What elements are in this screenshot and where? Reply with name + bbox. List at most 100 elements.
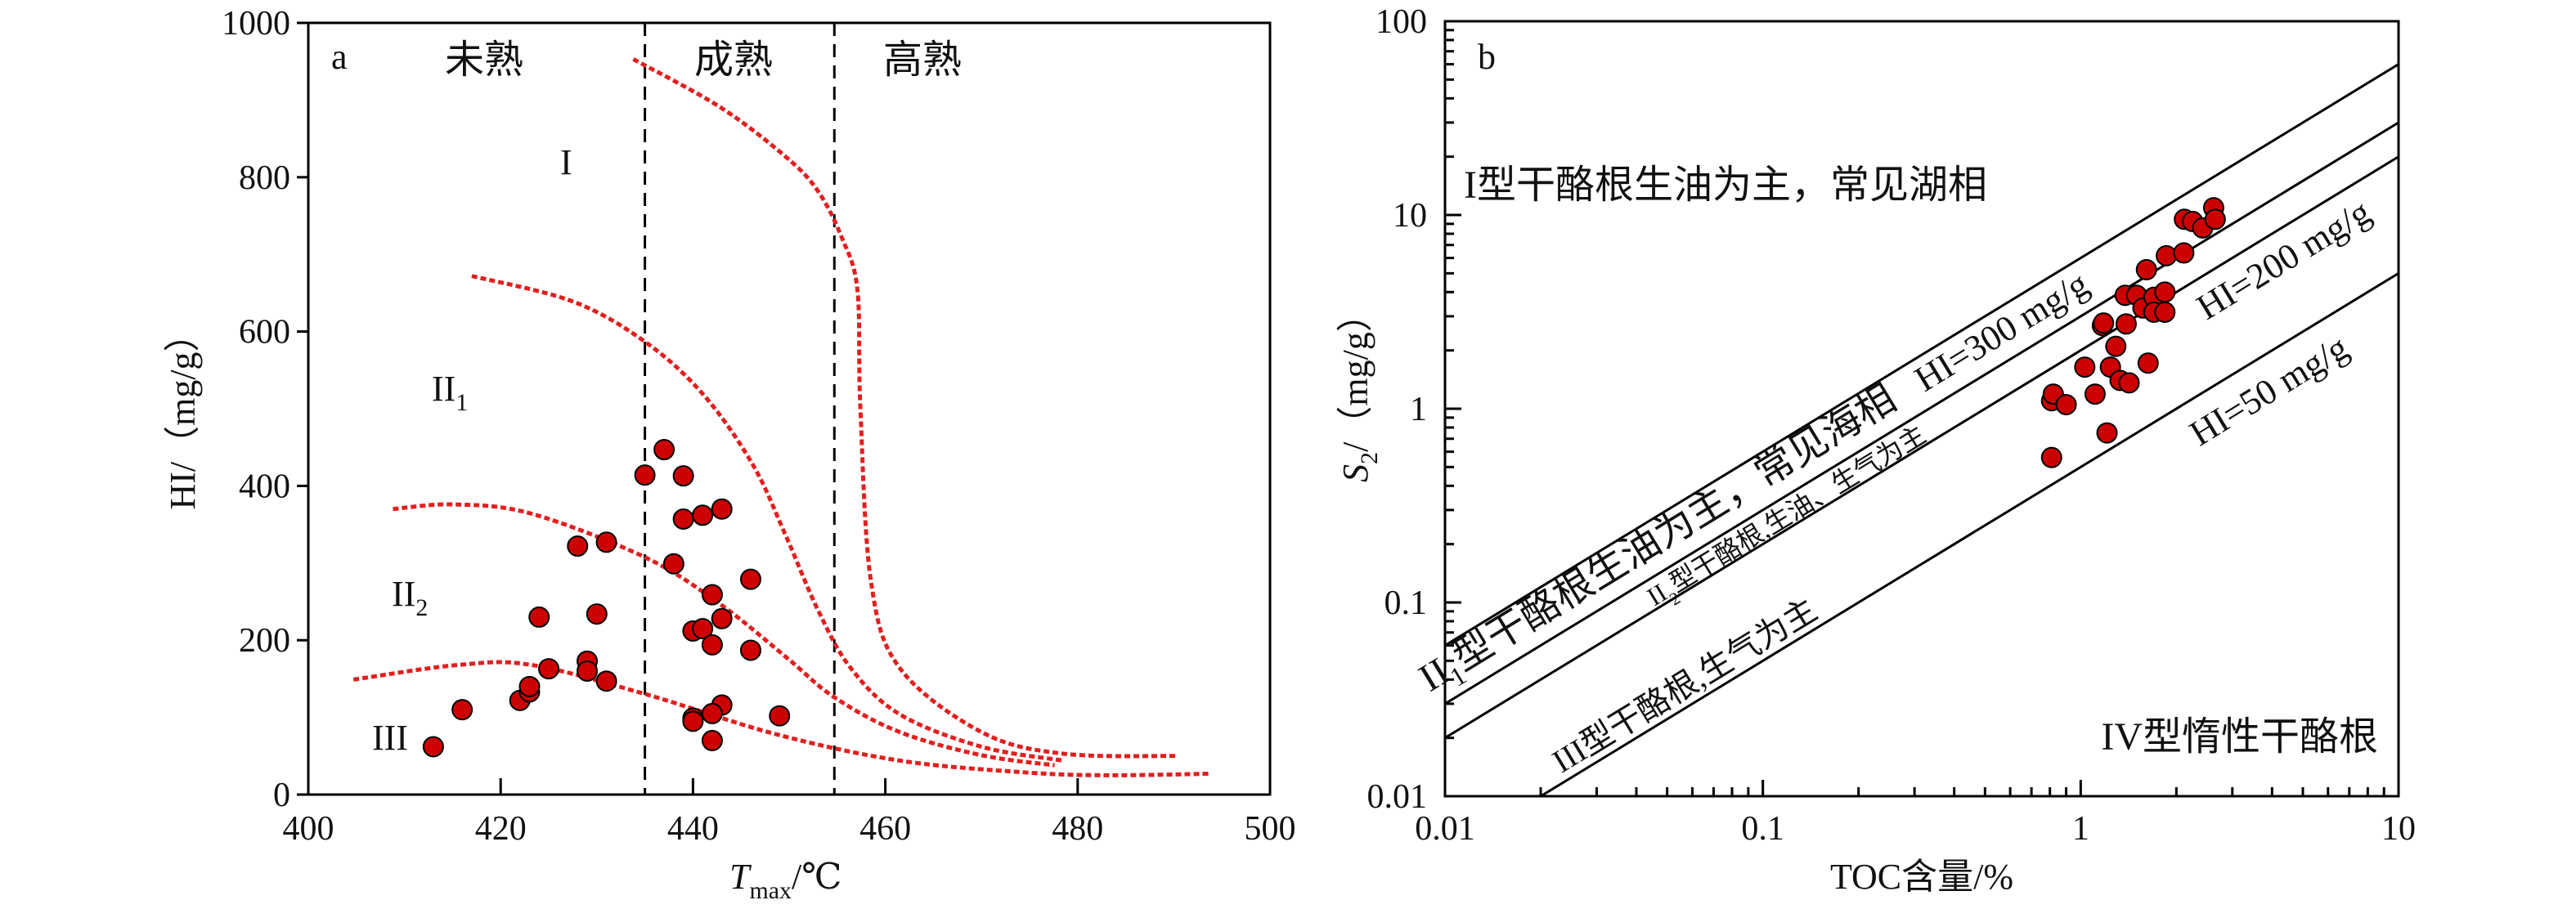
x-axis-label-b: TOC含量/% <box>1830 857 2013 897</box>
data-point-a <box>711 607 733 629</box>
data-point-a <box>769 705 791 727</box>
data-point-a <box>595 531 617 553</box>
kerogen-type-label: II1 <box>432 369 468 416</box>
data-point-b <box>2084 383 2106 405</box>
y-tick-label-b: 1 <box>1410 391 1427 428</box>
data-point-b <box>2074 356 2096 378</box>
data-point-b <box>2173 242 2195 264</box>
data-point-b <box>2135 258 2157 280</box>
hi-line-200 <box>1445 155 2399 739</box>
data-point-b <box>2040 446 2062 468</box>
data-point-b <box>2137 352 2159 374</box>
kerogen-curve-I <box>632 57 1178 759</box>
data-point-a <box>672 465 694 487</box>
hi-line-600 <box>1445 63 2399 647</box>
data-point-a <box>662 553 684 575</box>
data-point-a <box>692 504 714 526</box>
kerogen-type-label-main: I <box>560 142 572 182</box>
panel-label-a: a <box>331 37 348 77</box>
kerogen-type-label-main: II <box>432 369 456 409</box>
kerogen-type-label-sub: 1 <box>456 389 468 416</box>
data-point-b <box>2105 335 2127 357</box>
hi-line-50 <box>1538 272 2399 796</box>
plot-frame-a <box>307 21 1272 796</box>
y-tick-label-b: 100 <box>1376 3 1427 41</box>
y-tick-label-b: 0.1 <box>1384 584 1428 622</box>
y-tick-label-a: 1000 <box>222 5 290 43</box>
data-point-b <box>2204 208 2226 231</box>
x-tick-label-b: 0.01 <box>1415 810 1475 848</box>
x-tick-label-a: 480 <box>1052 810 1103 848</box>
data-point-a <box>577 660 599 682</box>
data-point-a <box>682 710 704 732</box>
x-tick-label-a: 500 <box>1245 810 1296 848</box>
data-point-a <box>538 658 559 680</box>
y-tick-label-a: 800 <box>239 159 290 197</box>
data-point-a <box>701 584 723 606</box>
x-tick-label-a: 460 <box>859 810 911 848</box>
y-axis-label-b-sub: 2 <box>1356 452 1383 464</box>
data-point-a <box>634 464 656 486</box>
data-point-b <box>2156 244 2178 266</box>
data-point-a <box>567 535 589 558</box>
data-point-b <box>2096 422 2118 444</box>
data-point-b <box>2055 393 2077 415</box>
region-label-type1: I型干酪根生油为主，常见湖相 <box>1464 163 1987 207</box>
y-tick-label-a: 400 <box>239 468 290 505</box>
x-axis-label-a-sub: max <box>749 877 792 904</box>
hi-line-label: HI=300 mg/g <box>1908 264 2095 400</box>
data-point-a <box>739 639 761 661</box>
data-point-a <box>711 498 733 520</box>
chart-b: 0.01 0.1 1 10 0.01 0.1 1 10 100 b I型干酪根生油为主，常见湖相 IV… <box>1335 3 2416 897</box>
region-label-type3: III型干酪根,生气为主 <box>1546 591 1823 780</box>
data-point-a <box>701 702 723 724</box>
x-tick-label-a: 400 <box>283 810 334 848</box>
data-point-b <box>2118 372 2140 394</box>
data-point-a <box>451 699 473 721</box>
data-point-a <box>518 675 541 697</box>
region-label-type2-1: II1型干酪根生油为主，常见海相 <box>1411 377 1907 706</box>
data-point-a <box>701 634 723 656</box>
y-tick-label-a: 0 <box>273 777 290 814</box>
kerogen-curve-III <box>352 660 1211 777</box>
kerogen-type-label-sub: 2 <box>415 594 428 621</box>
y-axis-label-b-main: S <box>1335 464 1376 482</box>
data-point-a <box>422 736 444 758</box>
chart-a: 400 420 440 460 480 500 0 200 400 600 800 1000 a 未熟 成熟… <box>163 5 1296 904</box>
zone-label: 成熟 <box>694 38 773 82</box>
data-point-b <box>2154 281 2176 303</box>
data-point-a <box>586 603 608 625</box>
y-axis-label-b-rest: /（mg/g） <box>1335 296 1376 452</box>
y-axis-label-a: HI/（mg/g） <box>163 316 203 509</box>
data-point-a <box>528 606 550 628</box>
data-point-a <box>672 508 694 530</box>
data-point-a <box>653 439 675 461</box>
x-tick-label-b: 10 <box>2381 810 2416 848</box>
data-point-b <box>2115 313 2137 335</box>
x-axis-label-a: Tmax/℃ <box>729 857 841 904</box>
data-point-b <box>2093 312 2115 334</box>
zone-label: 未熟 <box>445 38 523 82</box>
data-point-b <box>2154 301 2176 323</box>
x-axis-label-a-rest: /℃ <box>792 857 841 897</box>
region-label-type2-1-rest: 型干酪根生油为主，常见海相 <box>1445 377 1903 679</box>
data-point-a <box>595 670 617 692</box>
kerogen-type-label-main: II <box>392 574 415 614</box>
zone-label: 高熟 <box>883 38 962 82</box>
kerogen-type-label: II2 <box>392 574 428 621</box>
data-point-a <box>739 568 761 590</box>
x-tick-label-a: 440 <box>667 810 719 848</box>
region-label-type4: IV型惰性干酪根 <box>2101 715 2378 759</box>
x-tick-label-a: 420 <box>475 810 527 848</box>
y-axis-label-b: S2/（mg/g） <box>1335 296 1383 482</box>
y-tick-label-a: 200 <box>239 622 290 660</box>
y-tick-label-b: 0.01 <box>1367 778 1428 816</box>
y-tick-label-a: 600 <box>239 314 290 352</box>
x-axis-label-a-main: T <box>729 857 752 897</box>
panel-label-b: b <box>1478 37 1496 77</box>
data-point-a <box>701 729 723 751</box>
kerogen-type-label: I <box>560 142 572 182</box>
kerogen-type-label: III <box>372 718 408 758</box>
kerogen-curve-II2 <box>393 502 1055 768</box>
